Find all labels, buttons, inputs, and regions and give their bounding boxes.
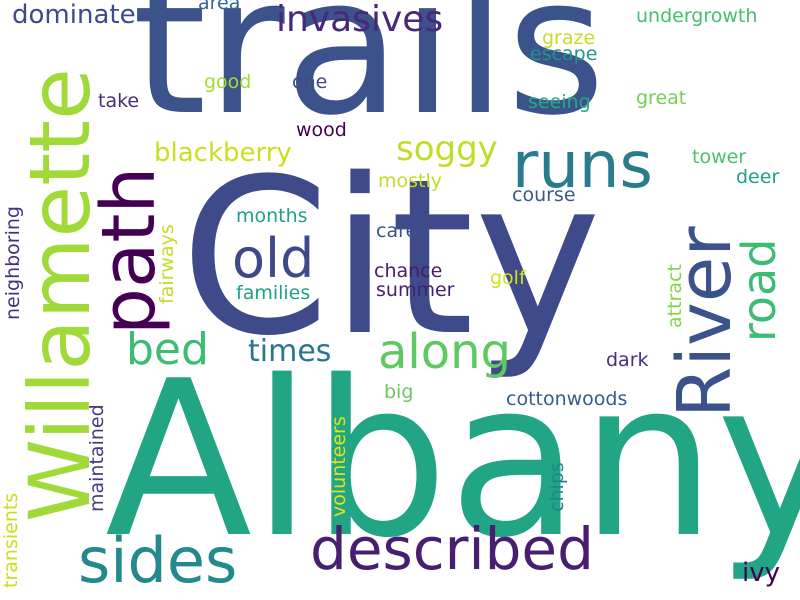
word-bed: bed <box>126 324 209 375</box>
word-old: old <box>232 227 315 290</box>
word-care: care <box>376 220 418 242</box>
word-path: path <box>86 166 172 335</box>
word-take: take <box>98 90 140 112</box>
word-months: months <box>236 205 308 227</box>
word-neighboring: neighboring <box>2 206 24 320</box>
word-city: City <box>180 132 602 383</box>
word-escape: escape <box>530 43 598 65</box>
word-fairways: fairways <box>156 224 178 304</box>
word-ivy: ivy <box>742 558 780 588</box>
word-good: good <box>204 71 252 93</box>
word-described: described <box>310 515 594 583</box>
word-transients: transients <box>0 492 22 588</box>
word-summer: summer <box>376 279 455 301</box>
word-trails: trails <box>132 0 606 157</box>
word-wood: wood <box>296 119 347 141</box>
word-sides: sides <box>78 524 238 597</box>
word-runs: runs <box>512 129 653 203</box>
word-attract: attract <box>664 264 686 328</box>
word-great: great <box>636 87 687 109</box>
word-one: one <box>292 71 328 93</box>
word-albany: Albany <box>105 334 800 585</box>
word-course: course <box>512 184 576 206</box>
word-dominate: dominate <box>12 0 136 30</box>
word-blackberry: blackberry <box>154 138 292 168</box>
word-maintained: maintained <box>86 404 108 512</box>
word-volunteers: volunteers <box>328 416 350 517</box>
word-golf: golf <box>490 267 526 289</box>
word-dark: dark <box>606 349 649 371</box>
word-cottonwoods: cottonwoods <box>506 388 628 410</box>
word-graze: graze <box>542 27 596 49</box>
word-soggy: soggy <box>396 129 498 169</box>
word-road: road <box>732 238 786 342</box>
word-area: area <box>198 0 241 14</box>
word-undergrowth: undergrowth <box>636 5 758 27</box>
word-mostly: mostly <box>378 170 443 192</box>
word-along: along <box>378 324 512 380</box>
word-seeing: seeing <box>528 91 591 113</box>
word-chips: chips <box>546 462 568 512</box>
word-chance: chance <box>374 260 443 282</box>
word-big: big <box>384 381 414 403</box>
word-invasives: invasives <box>276 0 444 40</box>
word-times: times <box>248 334 332 369</box>
word-deer: deer <box>736 166 780 188</box>
word-tower: tower <box>692 146 747 168</box>
word-families: families <box>236 282 311 304</box>
